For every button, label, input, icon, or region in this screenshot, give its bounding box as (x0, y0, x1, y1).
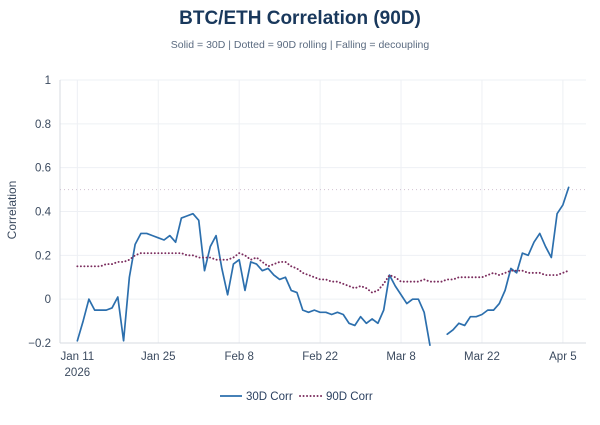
y-axis-tick-label: 0.4 (35, 207, 52, 219)
x-axis-year-label: 2026 (65, 367, 91, 379)
chart-title: BTC/ETH Correlation (90D) (179, 8, 421, 29)
x-axis: Jan 11 Jan 25 Feb 8 Feb 22 Mar 8 Mar 22 Apr 5 2… (60, 351, 576, 379)
y-axis: 1 0.8 0.6 0.4 0.2 0 −0.2 (28, 75, 51, 350)
y-axis-tick-label: 1 (45, 75, 51, 87)
chart-subtitle: Solid = 30D | Dotted = 90D rolling | Fal… (171, 39, 430, 51)
series-line-30d (446, 186, 570, 336)
x-axis-tick-label: Jan 11 (60, 351, 94, 363)
legend-label[interactable]: 30D Corr (246, 391, 293, 403)
y-axis-title: Correlation (5, 181, 19, 240)
y-axis-tick-label: 0.8 (35, 119, 51, 131)
y-axis-tick-label: 0 (45, 294, 51, 306)
series-layer (76, 186, 570, 347)
x-axis-tick-label: Jan 25 (141, 351, 176, 363)
x-axis-tick-label: Apr 5 (549, 351, 577, 363)
x-axis-tick-label: Feb 22 (302, 351, 338, 363)
chart-legend: 30D Corr 90D Corr (220, 391, 373, 403)
series-line-30d (76, 212, 431, 347)
legend-label[interactable]: 90D Corr (326, 391, 373, 403)
x-axis-tick-label: Feb 8 (224, 351, 253, 363)
y-axis-tick-label: 0.6 (35, 163, 51, 175)
x-axis-tick-label: Mar 8 (386, 351, 415, 363)
y-axis-tick-label: −0.2 (28, 338, 51, 350)
x-axis-tick-label: Mar 22 (464, 351, 500, 363)
series-line-90d (76, 252, 570, 294)
y-axis-tick-label: 0.2 (35, 250, 51, 262)
gridlines (59, 79, 586, 344)
